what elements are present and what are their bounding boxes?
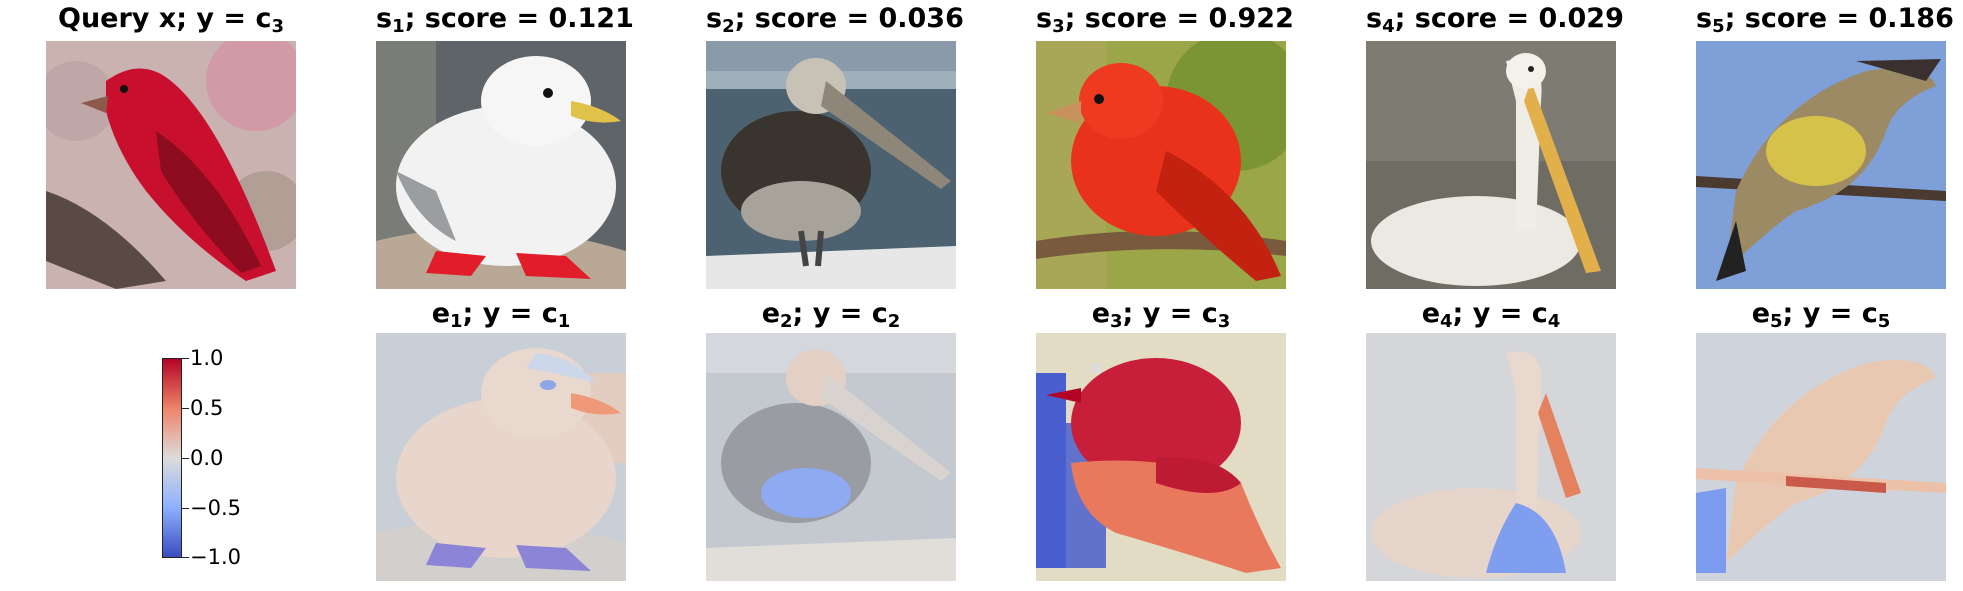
title-s5: s5; score = 0.186 [1696,3,1954,37]
title-s1: s1; score = 0.121 [376,3,634,37]
colorbar-label-0.5: 0.5 [190,396,224,420]
colorbar-tick [182,358,189,359]
explanation-3-heatmap [1036,333,1286,581]
query-image [46,41,296,289]
explanation-1-heatmap [376,333,626,581]
sample-3-image [1036,41,1286,289]
explanation-2-heatmap [706,333,956,581]
explanation-5-heatmap [1696,333,1946,581]
colorbar-label-0: 0.0 [190,446,224,470]
title-e4: e4; y = c4 [1421,298,1561,332]
title-s2: s2; score = 0.036 [706,3,964,37]
colorbar-label-neg0.5: −0.5 [190,496,241,520]
title-s4: s4; score = 0.029 [1366,3,1624,37]
title-e1: e1; y = c1 [431,298,571,332]
colorbar-tick [182,458,189,459]
title-e5: e5; y = c5 [1751,298,1891,332]
title-s3: s3; score = 0.922 [1036,3,1294,37]
explanation-4-heatmap [1366,333,1616,581]
colorbar-tick [182,557,189,558]
colorbar-label-1: 1.0 [190,346,224,370]
title-e2: e2; y = c2 [761,298,901,332]
sample-5-image [1696,41,1946,289]
sample-4-image [1366,41,1616,289]
colorbar-tick [182,508,189,509]
colorbar [162,358,182,558]
colorbar-label-neg1: −1.0 [190,545,241,569]
sample-1-image [376,41,626,289]
colorbar-tick [182,408,189,409]
title-query: Query x; y = c3 [58,3,284,37]
sample-2-image [706,41,956,289]
title-e3: e3; y = c3 [1091,298,1231,332]
